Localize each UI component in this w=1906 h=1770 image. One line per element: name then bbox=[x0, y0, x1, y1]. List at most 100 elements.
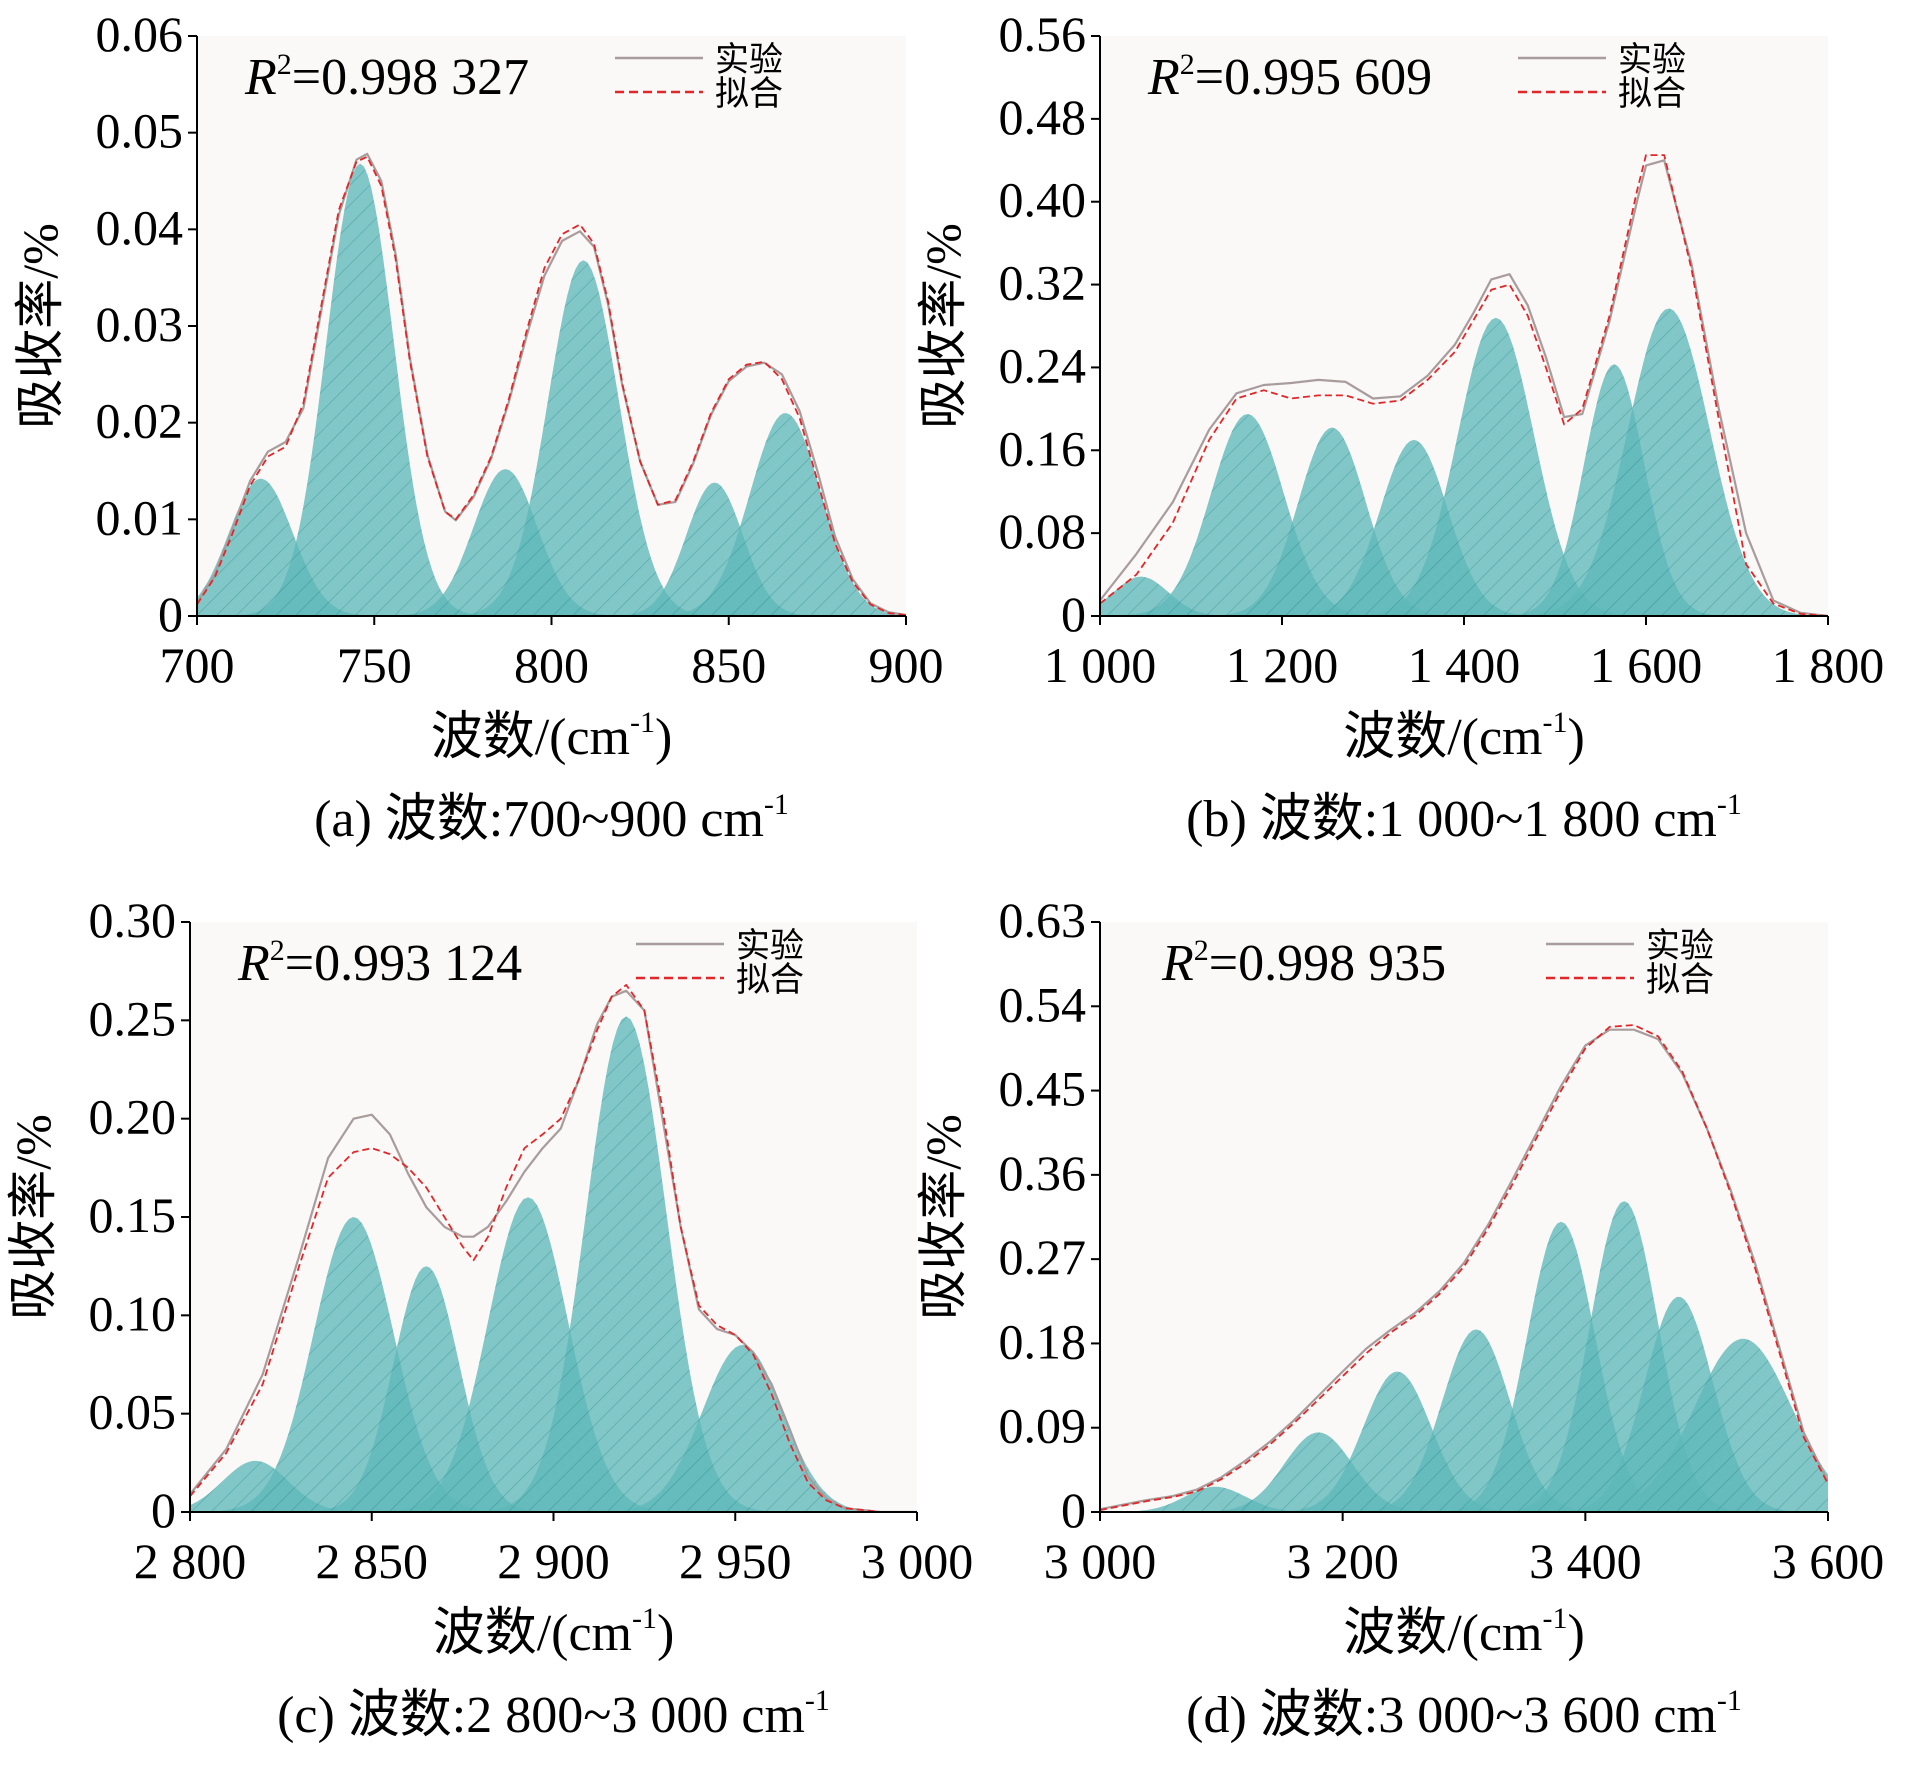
y-tick-label: 0.27 bbox=[999, 1229, 1087, 1285]
x-tick-label: 2 800 bbox=[134, 1533, 247, 1589]
panel-b: 0 0.08 0.16 0.24 0.32 0.40 0.48 0.56 1 000 1 200 1… bbox=[915, 6, 1884, 848]
fitted-peak-hatch-8 bbox=[1524, 1338, 1828, 1512]
r-squared-annotation: R2=0.995 609 bbox=[1147, 48, 1432, 106]
y-tick-label: 0.18 bbox=[999, 1313, 1087, 1369]
x-tick-label: 700 bbox=[160, 637, 235, 693]
fitted-peak-hatch-2 bbox=[1100, 414, 1412, 616]
x-axis-label-end: ) bbox=[1567, 1605, 1584, 1662]
fitted-peak-hatch-3 bbox=[1180, 427, 1484, 616]
panel-caption-sup: -1 bbox=[1717, 788, 1742, 821]
fitted-peak-hatch-3 bbox=[361, 469, 649, 616]
fitted-peak-hatch-5 bbox=[1408, 1221, 1714, 1512]
fitted-curve bbox=[1100, 1024, 1828, 1511]
panel-caption-sup: -1 bbox=[764, 788, 789, 821]
fitted-peak-hatch-6 bbox=[562, 1345, 917, 1512]
fitted-peak-hatch-1 bbox=[1100, 576, 1264, 616]
r-squared-symbol: R bbox=[1147, 49, 1180, 106]
y-tick-label: 0.25 bbox=[89, 990, 177, 1046]
x-axis-label-text: 波数/(cm bbox=[433, 1605, 632, 1662]
x-tick-label: 1 800 bbox=[1772, 637, 1885, 693]
y-tick-label: 0.16 bbox=[999, 420, 1087, 476]
r-squared-symbol: R bbox=[244, 49, 277, 106]
x-axis-label-sup: -1 bbox=[630, 706, 655, 739]
peak-group bbox=[1100, 1024, 1828, 1512]
y-tick-label: 0.05 bbox=[89, 1384, 177, 1440]
x-tick-label: 3 600 bbox=[1772, 1533, 1885, 1589]
fitted-peak-hatch-5 bbox=[446, 1016, 807, 1512]
y-tick-label: 0 bbox=[158, 586, 183, 642]
x-axis-label: 波数/(cm-1) bbox=[1343, 706, 1585, 766]
fitted-peak-hatch-5 bbox=[587, 482, 843, 616]
x-axis-label-text: 波数/(cm bbox=[431, 709, 630, 766]
fitted-peak-hatch-4 bbox=[1262, 439, 1566, 616]
y-tick-label: 0.04 bbox=[96, 199, 184, 255]
y-tick-label: 0.06 bbox=[96, 6, 184, 62]
panel-caption: (d) 波数:3 000~3 600 cm-1 bbox=[1186, 1684, 1742, 1744]
y-tick-label: 0.63 bbox=[999, 892, 1087, 948]
fitted-peak-hatch-2 bbox=[1165, 1432, 1472, 1512]
x-axis-label-text: 波数/(cm bbox=[1343, 709, 1542, 766]
fitted-peak-hatch-2 bbox=[208, 163, 512, 616]
x-axis-label-end: ) bbox=[657, 1605, 674, 1662]
x-axis-label: 波数/(cm-1) bbox=[1343, 1602, 1585, 1662]
fitted-peak-hatch-7 bbox=[1525, 1296, 1828, 1512]
x-axis-label-sup: -1 bbox=[1542, 706, 1567, 739]
x-tick-label: 1 400 bbox=[1408, 637, 1521, 693]
y-axis-label: 吸收率/% bbox=[915, 1114, 971, 1320]
panel-caption-text: (c) 波数:2 800~3 000 cm bbox=[277, 1687, 805, 1744]
panel-caption: (a) 波数:700~900 cm-1 bbox=[314, 788, 789, 848]
y-tick-label: 0.48 bbox=[999, 89, 1087, 145]
r-squared-symbol: R bbox=[1161, 935, 1194, 992]
y-tick-label: 0.56 bbox=[999, 6, 1087, 62]
r-squared-annotation: R2=0.993 124 bbox=[237, 934, 522, 992]
y-tick-label: 0 bbox=[151, 1482, 176, 1538]
peak-group bbox=[1100, 154, 1828, 616]
fitted-peak-hatch-5 bbox=[1323, 317, 1668, 616]
x-tick-label: 900 bbox=[869, 637, 944, 693]
fitted-peak-hatch-2 bbox=[190, 1217, 534, 1512]
r-squared-exponent: 2 bbox=[1180, 48, 1195, 81]
panel-caption: (b) 波数:1 000~1 800 cm-1 bbox=[1186, 788, 1742, 848]
peak-group bbox=[190, 984, 917, 1512]
y-tick-label: 0.01 bbox=[96, 489, 184, 545]
y-tick-label: 0.32 bbox=[999, 255, 1087, 311]
x-tick-label: 800 bbox=[514, 637, 589, 693]
panel-caption-sup: -1 bbox=[805, 1684, 830, 1717]
fitted-peak-hatch-3 bbox=[1244, 1371, 1551, 1512]
x-axis-label-text: 波数/(cm bbox=[1343, 1605, 1542, 1662]
y-tick-label: 0.03 bbox=[96, 296, 184, 352]
peak-group bbox=[197, 152, 906, 616]
x-axis-label: 波数/(cm-1) bbox=[433, 1602, 675, 1662]
r-squared-exponent: 2 bbox=[270, 934, 285, 967]
fitted-peak-hatch-4 bbox=[1323, 1329, 1629, 1512]
legend-exp-label: 实验 bbox=[1618, 41, 1686, 79]
panel-caption-text: (a) 波数:700~900 cm bbox=[314, 791, 764, 848]
y-axis-label: 吸收率/% bbox=[915, 223, 971, 429]
y-tick-label: 0 bbox=[1061, 586, 1086, 642]
x-tick-label: 2 950 bbox=[679, 1533, 792, 1589]
legend-exp-label: 实验 bbox=[1646, 927, 1714, 965]
panel-caption-text: (d) 波数:3 000~3 600 cm bbox=[1186, 1687, 1717, 1744]
legend-exp-label: 实验 bbox=[736, 927, 804, 965]
panel-caption-text: (b) 波数:1 000~1 800 cm bbox=[1186, 791, 1717, 848]
x-axis-label: 波数/(cm-1) bbox=[431, 706, 673, 766]
x-tick-label: 2 900 bbox=[497, 1533, 610, 1589]
fitted-peak-hatch-3 bbox=[279, 1266, 574, 1512]
r-squared-symbol: R bbox=[237, 935, 270, 992]
y-tick-label: 0.10 bbox=[89, 1285, 177, 1341]
x-axis-label-end: ) bbox=[1567, 709, 1584, 766]
panel-a: 0 0.01 0.02 0.03 0.04 0.05 0.06 700 750 800 850 900… bbox=[12, 6, 944, 848]
experimental-curve bbox=[1100, 1028, 1828, 1511]
fitted-peak-hatch-6 bbox=[1471, 1201, 1777, 1512]
r-squared-exponent: 2 bbox=[1194, 934, 1209, 967]
fitted-curve bbox=[1100, 154, 1828, 616]
experimental-curve bbox=[1100, 159, 1828, 616]
y-tick-label: 0.15 bbox=[89, 1187, 177, 1243]
x-axis-label-sup: -1 bbox=[632, 1602, 657, 1635]
fitted-peak-hatch-6 bbox=[625, 413, 906, 616]
x-tick-label: 3 000 bbox=[1044, 1533, 1157, 1589]
r-squared-exponent: 2 bbox=[277, 48, 292, 81]
